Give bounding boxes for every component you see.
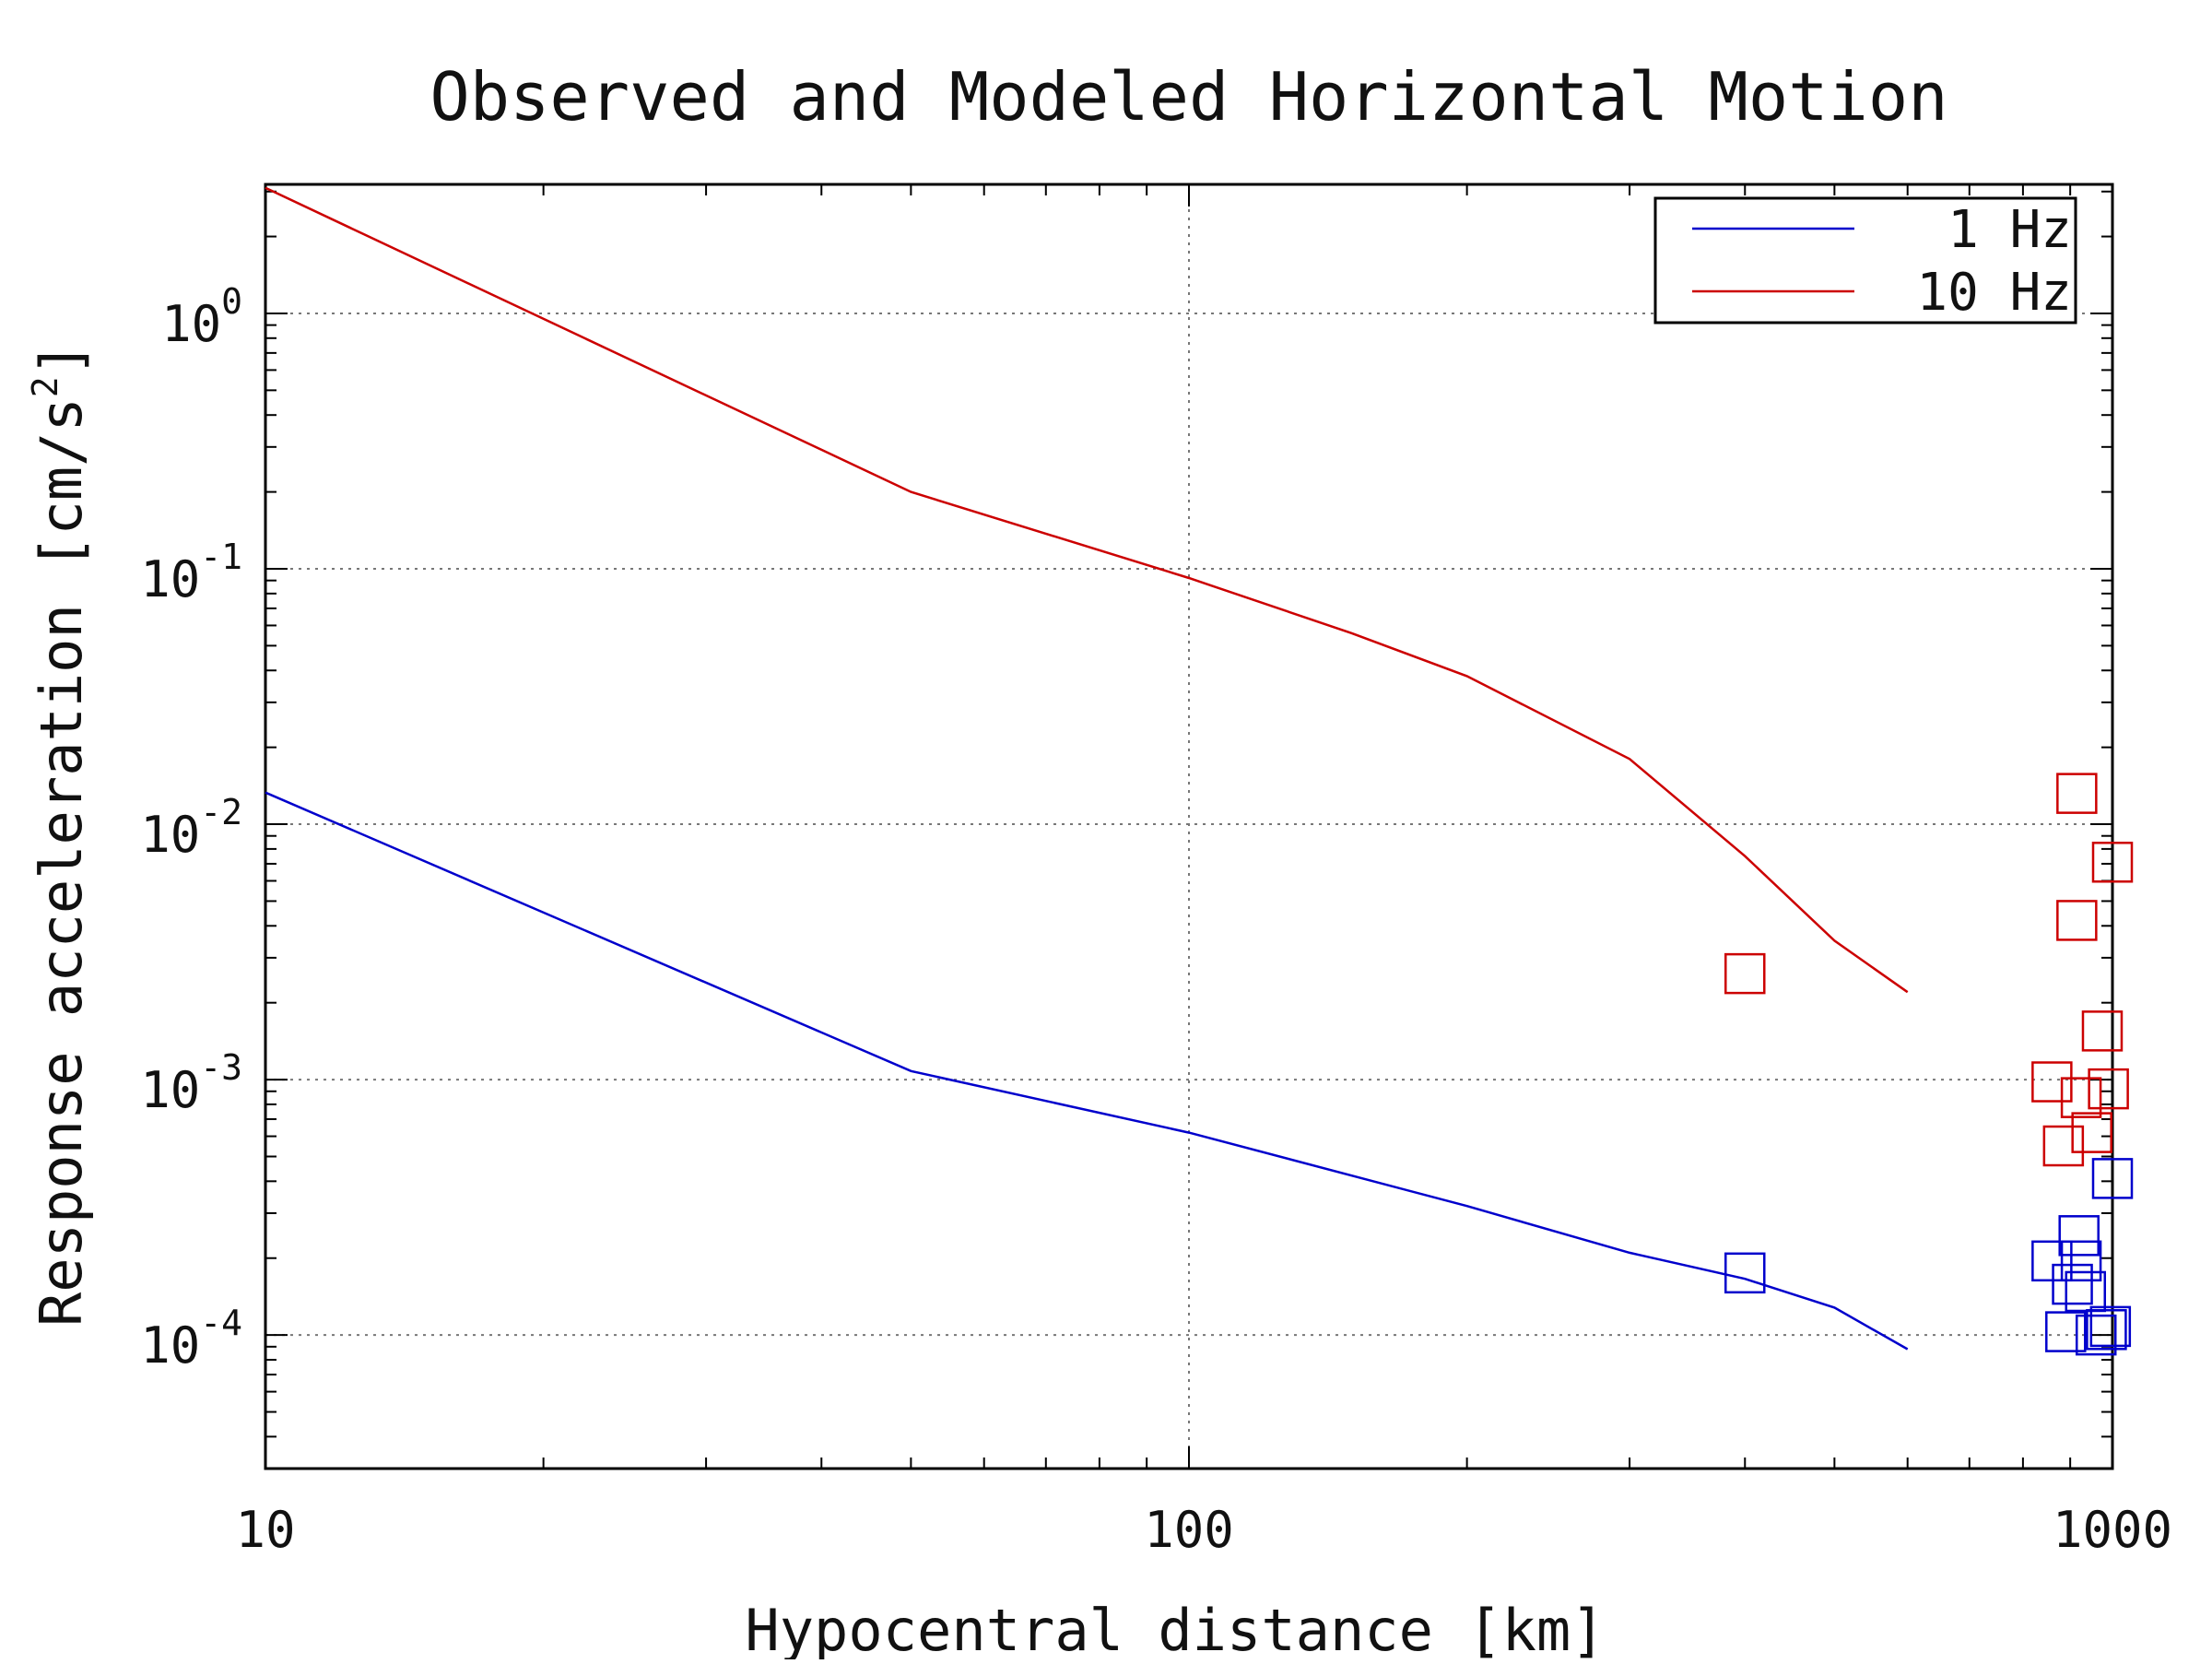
data-point <box>2091 842 2134 883</box>
data-point <box>2088 1068 2129 1110</box>
data-point <box>2058 1215 2100 1257</box>
y-axis-label-text: Response acceleration [cm/s <box>28 397 95 1327</box>
y-tick-base: 10 <box>140 550 200 608</box>
y-tick-label: 10-4 <box>140 1303 242 1375</box>
y-tick-base: 10 <box>161 295 221 353</box>
x-tick-label: 10 <box>235 1501 295 1559</box>
data-point <box>2056 900 2098 941</box>
data-point <box>2089 1305 2132 1348</box>
y-tick-exponent: -4 <box>200 1303 242 1343</box>
y-tick-exponent: -1 <box>200 537 242 577</box>
series-line-2 <box>265 186 1909 994</box>
data-point <box>2075 1314 2117 1356</box>
data-point <box>2042 1125 2085 1167</box>
data-point <box>2060 1077 2102 1118</box>
series-line-1 <box>265 791 1909 1351</box>
y-axis-label-sup: 2 <box>25 376 65 397</box>
y-axis-label: Response acceleration [cm/s2] <box>25 342 95 1327</box>
x-tick-label: 1000 <box>2053 1501 2172 1559</box>
legend-label: 1 Hz <box>1947 200 2072 260</box>
data-point <box>2056 773 2098 814</box>
data-point <box>2065 1270 2107 1313</box>
y-axis-label-tail: ] <box>28 342 95 376</box>
legend-box <box>1653 196 2077 325</box>
data-point <box>2031 1061 2073 1103</box>
y-tick-base: 10 <box>140 1061 200 1119</box>
data-point <box>2071 1112 2112 1153</box>
x-tick-label: 100 <box>1144 1501 1234 1559</box>
x-axis-label: Hypocentral distance [km] <box>745 1597 1605 1659</box>
data-point <box>2086 1309 2127 1351</box>
y-tick-base: 10 <box>140 1316 200 1375</box>
y-tick-exponent: -3 <box>200 1047 242 1088</box>
y-tick-exponent: 0 <box>221 281 242 322</box>
y-tick-base: 10 <box>140 806 200 864</box>
data-point <box>2060 1240 2102 1282</box>
y-tick-label: 10-3 <box>140 1047 242 1119</box>
data-point <box>1724 952 1766 995</box>
y-tick-label: 10-2 <box>140 792 242 864</box>
chart-title: Observed and Modeled Horizontal Motion <box>429 58 1947 136</box>
data-point <box>2052 1263 2093 1305</box>
y-tick-exponent: -2 <box>200 792 242 832</box>
data-point <box>1724 1252 1766 1294</box>
data-point <box>2081 1010 2124 1052</box>
y-tick-label: 100 <box>161 281 242 353</box>
data-point <box>2045 1311 2087 1352</box>
data-point <box>2091 1158 2134 1199</box>
axes-frame <box>264 183 2114 1470</box>
y-tick-label: 10-1 <box>140 537 242 608</box>
legend-label: 10 Hz <box>1916 263 2072 323</box>
